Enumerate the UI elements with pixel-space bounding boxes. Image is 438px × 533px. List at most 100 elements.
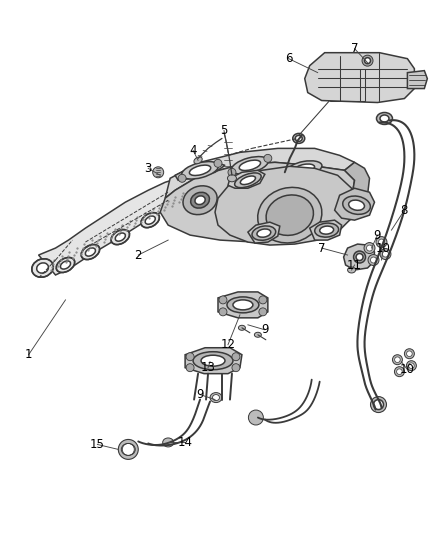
Ellipse shape xyxy=(378,239,385,245)
Ellipse shape xyxy=(182,161,219,179)
Ellipse shape xyxy=(232,157,268,174)
Ellipse shape xyxy=(395,357,400,362)
Text: 10: 10 xyxy=(376,241,391,255)
Ellipse shape xyxy=(320,226,334,234)
Ellipse shape xyxy=(56,257,75,272)
Ellipse shape xyxy=(406,351,412,357)
Ellipse shape xyxy=(247,191,257,199)
Ellipse shape xyxy=(348,267,356,273)
Ellipse shape xyxy=(81,245,99,260)
Ellipse shape xyxy=(235,181,269,209)
Ellipse shape xyxy=(371,397,386,413)
Ellipse shape xyxy=(364,243,375,254)
Ellipse shape xyxy=(214,159,222,167)
Text: 2: 2 xyxy=(134,248,142,262)
Ellipse shape xyxy=(122,443,134,455)
Text: 8: 8 xyxy=(401,204,408,217)
Ellipse shape xyxy=(292,189,308,202)
Ellipse shape xyxy=(145,216,155,224)
Text: 14: 14 xyxy=(177,436,193,449)
Ellipse shape xyxy=(254,332,261,337)
Polygon shape xyxy=(215,166,355,245)
Ellipse shape xyxy=(32,259,53,277)
Ellipse shape xyxy=(252,226,276,240)
Ellipse shape xyxy=(395,367,404,377)
Ellipse shape xyxy=(232,364,240,372)
Ellipse shape xyxy=(367,245,372,251)
Ellipse shape xyxy=(259,308,267,316)
Text: 3: 3 xyxy=(145,162,152,175)
Polygon shape xyxy=(218,292,268,318)
Text: 10: 10 xyxy=(400,363,415,376)
Ellipse shape xyxy=(374,400,384,409)
Ellipse shape xyxy=(189,165,211,175)
Ellipse shape xyxy=(162,438,173,447)
Ellipse shape xyxy=(258,188,322,243)
Ellipse shape xyxy=(228,168,236,176)
Text: 6: 6 xyxy=(285,52,293,65)
Ellipse shape xyxy=(227,175,237,182)
Ellipse shape xyxy=(371,257,377,263)
Ellipse shape xyxy=(377,112,392,124)
Ellipse shape xyxy=(201,355,225,366)
Text: 15: 15 xyxy=(90,438,105,451)
Ellipse shape xyxy=(183,186,217,215)
Polygon shape xyxy=(305,53,414,102)
Ellipse shape xyxy=(227,297,259,313)
Ellipse shape xyxy=(186,353,194,361)
Polygon shape xyxy=(407,71,427,88)
Ellipse shape xyxy=(259,296,267,304)
Ellipse shape xyxy=(248,410,263,425)
Text: 1: 1 xyxy=(25,348,32,361)
Polygon shape xyxy=(160,163,355,242)
Ellipse shape xyxy=(195,196,205,205)
Text: 4: 4 xyxy=(189,144,197,157)
Polygon shape xyxy=(310,220,342,240)
Ellipse shape xyxy=(194,157,202,164)
Ellipse shape xyxy=(409,363,414,368)
Ellipse shape xyxy=(349,200,364,211)
Ellipse shape xyxy=(219,296,227,304)
Ellipse shape xyxy=(191,192,209,208)
Text: 7: 7 xyxy=(351,42,358,55)
Ellipse shape xyxy=(293,133,305,143)
Ellipse shape xyxy=(193,352,233,370)
Text: 5: 5 xyxy=(220,124,228,137)
Ellipse shape xyxy=(362,55,373,66)
Ellipse shape xyxy=(295,191,304,199)
Ellipse shape xyxy=(404,349,414,359)
Ellipse shape xyxy=(178,174,186,182)
Ellipse shape xyxy=(315,223,339,237)
Ellipse shape xyxy=(380,115,389,122)
Ellipse shape xyxy=(235,173,261,188)
Text: 11: 11 xyxy=(347,259,362,271)
Ellipse shape xyxy=(356,254,363,261)
Polygon shape xyxy=(338,163,370,225)
Ellipse shape xyxy=(238,325,245,330)
Ellipse shape xyxy=(266,195,314,236)
Ellipse shape xyxy=(153,167,164,178)
Polygon shape xyxy=(185,348,242,374)
Ellipse shape xyxy=(85,248,95,256)
Ellipse shape xyxy=(240,176,255,184)
Ellipse shape xyxy=(115,233,125,241)
Ellipse shape xyxy=(233,300,253,310)
Polygon shape xyxy=(39,178,192,275)
Ellipse shape xyxy=(376,237,387,247)
Ellipse shape xyxy=(239,160,261,171)
Ellipse shape xyxy=(141,213,159,228)
Ellipse shape xyxy=(264,155,272,163)
Polygon shape xyxy=(228,171,265,188)
Ellipse shape xyxy=(118,439,138,459)
Ellipse shape xyxy=(406,361,417,370)
Ellipse shape xyxy=(212,394,219,401)
Ellipse shape xyxy=(295,164,314,173)
Ellipse shape xyxy=(382,251,389,257)
Ellipse shape xyxy=(60,261,71,269)
Ellipse shape xyxy=(392,355,403,365)
Text: 13: 13 xyxy=(201,361,215,374)
Polygon shape xyxy=(335,188,374,220)
Ellipse shape xyxy=(219,308,227,316)
Ellipse shape xyxy=(243,187,261,203)
Ellipse shape xyxy=(353,251,366,263)
